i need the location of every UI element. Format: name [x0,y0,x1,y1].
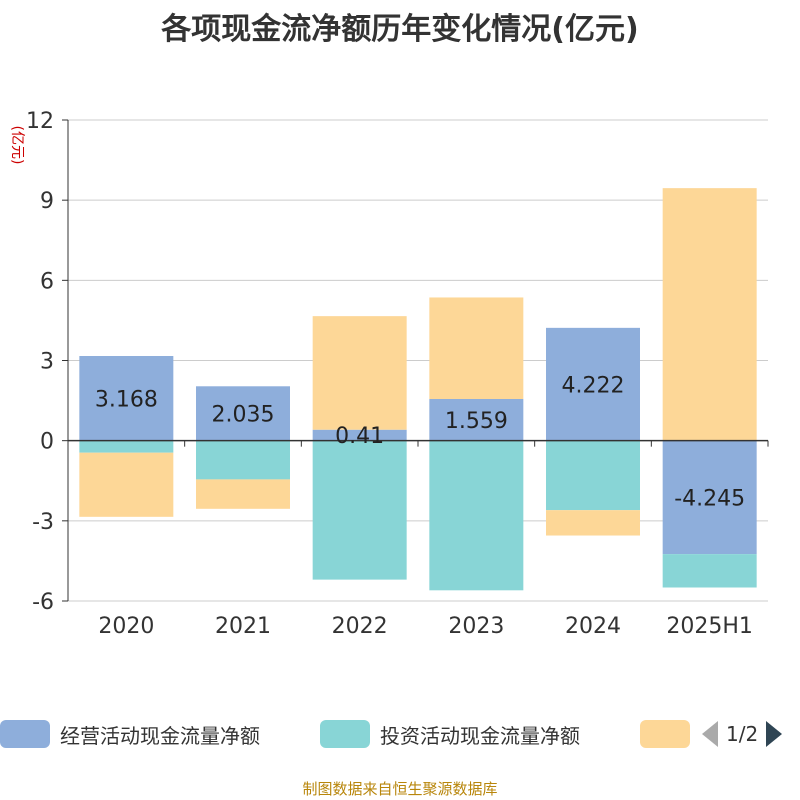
x-tick-label: 2021 [215,614,271,639]
y-tick-label: 3 [40,350,54,375]
bar-2020-series-0 [79,356,174,441]
data-label-2021: 2.035 [212,402,275,427]
legend-label: 投资活动现金流量净额 [380,723,580,748]
y-tick-label: 12 [26,109,54,134]
bar-2023-series-2 [429,297,524,400]
x-tick-label: 2020 [98,614,154,639]
data-label-2020: 3.168 [95,387,158,412]
legend-item-operating[interactable]: 经营活动现金流量净额 [0,716,260,752]
data-label-2023: 1.559 [445,409,508,434]
y-tick-label: 6 [40,269,54,294]
bar-2023-series-1 [429,440,524,591]
data-label-2022: 0.41 [335,424,384,449]
triangle-left-icon[interactable] [700,719,720,749]
y-tick-label: 9 [40,189,54,214]
triangle-right-icon[interactable] [764,719,784,749]
bar-2021-series-1 [196,440,290,480]
bar-2020-series-2 [79,452,174,517]
bar-2025H1-series-0 [662,440,757,555]
legend-swatch [640,720,690,748]
chart-title: 各项现金流净额历年变化情况(亿元) [161,12,639,47]
legend-swatch [320,720,370,748]
bar-2024-series-2 [546,510,640,536]
y-tick-label: -6 [32,590,54,615]
chart-canvas: -6 -3 0 3 6 9 12 2020 2021 2022 2023 2024 2025H1 3.1… [9,109,769,639]
bar-2022-series-0 [312,429,407,441]
x-tick-label: 2025H1 [666,614,753,639]
data-label-2025H1: -4.245 [674,486,745,511]
data-labels: 3.168 2.035 0.41 1.559 4.222 -4.245 [95,373,745,511]
bar-2022-series-2 [312,316,407,430]
grid-lines [68,119,768,602]
legend-swatch [0,720,50,748]
data-label-2024: 4.222 [562,373,625,398]
axes: -6 -3 0 3 6 9 12 2020 2021 2022 2023 2024 2025H1 [26,109,769,639]
legend-page-indicator: 1/2 [726,722,759,746]
y-tick-label: -3 [32,510,54,535]
legend: 经营活动现金流量净额 投资活动现金流量净额 1/2 [0,716,800,752]
bar-2020-series-1 [79,440,174,453]
bar-2023-series-0 [429,399,524,441]
legend-label: 经营活动现金流量净额 [60,723,260,748]
bar-2022-series-1 [312,440,407,580]
bar-2021-series-0 [196,386,290,441]
x-tick-label: 2024 [565,614,621,639]
bar-2025H1-series-1 [662,554,757,588]
bars [79,188,757,591]
y-tick-label: 0 [40,430,54,455]
legend-item-investing[interactable]: 投资活动现金流量净额 [320,716,580,752]
legend-item-financing[interactable] [640,716,690,752]
bar-2024-series-0 [546,327,640,441]
x-tick-label: 2022 [332,614,388,639]
y-axis-title: (亿元) [9,126,25,165]
bar-2024-series-1 [546,440,640,511]
x-tick-label: 2023 [448,614,504,639]
source-note: 制图数据来自恒生聚源数据库 [302,780,498,798]
bar-2021-series-2 [196,479,290,509]
legend-pager: 1/2 [700,716,784,752]
bar-2025H1-series-2 [662,188,757,441]
